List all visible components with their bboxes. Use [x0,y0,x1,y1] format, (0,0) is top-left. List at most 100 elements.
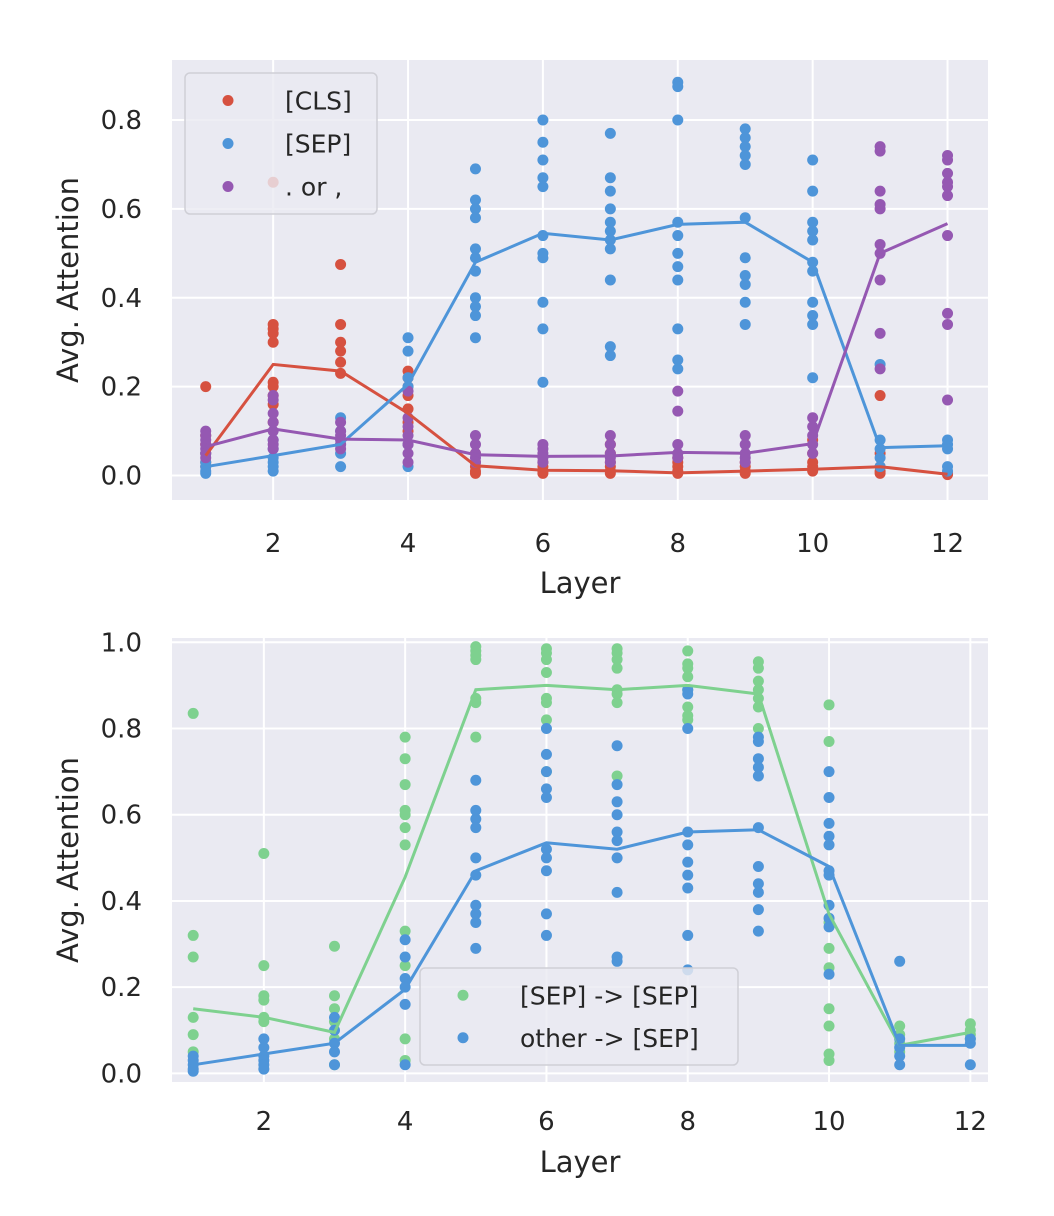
data-point [469,163,481,175]
data-point [942,190,954,202]
data-point [672,438,684,450]
data-point [258,960,270,972]
data-point [874,203,886,215]
data-point [739,158,751,170]
data-point [328,990,340,1002]
data-point [399,839,411,851]
data-point [752,761,764,773]
data-point [752,753,764,765]
data-point [335,336,347,348]
data-point [682,869,694,881]
data-point [611,770,623,782]
data-point [672,354,684,366]
data-point [258,1033,270,1045]
data-point [537,154,549,166]
data-point [874,327,886,339]
data-point [537,172,549,184]
data-point [399,998,411,1010]
data-point [537,323,549,335]
data-point [328,1046,340,1058]
data-point [267,465,279,477]
data-point [469,438,481,450]
data-point [402,332,414,344]
data-point [402,345,414,357]
data-point [752,675,764,687]
data-point [611,826,623,838]
data-point [823,766,835,778]
y-tick-label: 0.0 [101,1059,142,1089]
data-point [823,791,835,803]
x-tick-label: 6 [538,1107,555,1137]
data-point [874,363,886,375]
data-point [470,899,482,911]
data-point [399,934,411,946]
legend-box [419,967,739,1066]
data-point [604,225,616,237]
data-point [328,1059,340,1071]
x-tick-label: 10 [812,1107,845,1137]
data-point [823,830,835,842]
data-point [823,1054,835,1066]
data-point [470,942,482,954]
y-tick-label: 0.6 [101,195,142,225]
data-point [604,456,616,468]
data-point [335,318,347,330]
data-point [752,925,764,937]
data-point [604,172,616,184]
y-axis-label: Avg. Attention [51,177,85,383]
series-mean-line [193,683,971,1048]
data-point [807,412,819,424]
data-point [540,666,552,678]
data-point [399,960,411,972]
y-tick-label: 0.8 [101,106,142,136]
legend-label: [CLS] [285,87,352,116]
data-point [611,809,623,821]
data-point [807,185,819,197]
data-point [672,363,684,375]
data-point [267,336,279,348]
data-point [540,714,552,726]
data-point [258,1042,270,1054]
data-point [399,822,411,834]
data-point [682,662,694,674]
data-point [752,723,764,735]
data-point [540,865,552,877]
data-point [739,467,751,479]
data-point [964,1037,976,1049]
data-point [682,714,694,726]
data-point [807,318,819,330]
data-point [942,167,954,179]
data-point [739,212,751,224]
data-point [672,452,684,464]
data-point [739,132,751,144]
x-tick-label: 4 [400,529,417,559]
data-point [611,654,623,666]
data-point [470,852,482,864]
data-point [807,465,819,477]
data-point [200,467,212,479]
data-point [470,774,482,786]
data-point [470,908,482,920]
data-point [739,456,751,468]
y-tick-label: 0.4 [101,284,142,314]
data-point [399,809,411,821]
data-point [752,735,764,747]
data-point [335,416,347,428]
y-axis-label: Avg. Attention [51,757,85,963]
data-point [807,310,819,322]
legend-marker [222,181,234,192]
data-point [672,323,684,335]
data-point [672,261,684,273]
legend: [CLS] [SEP] . or , [184,72,378,215]
data-point [752,662,764,674]
data-point [682,856,694,868]
data-point [402,456,414,468]
data-point [399,779,411,791]
data-point [540,783,552,795]
data-point [894,1020,906,1032]
data-point [894,955,906,967]
data-point [328,940,340,952]
legend-label: other -> [SEP] [520,1024,699,1053]
data-point [682,929,694,941]
